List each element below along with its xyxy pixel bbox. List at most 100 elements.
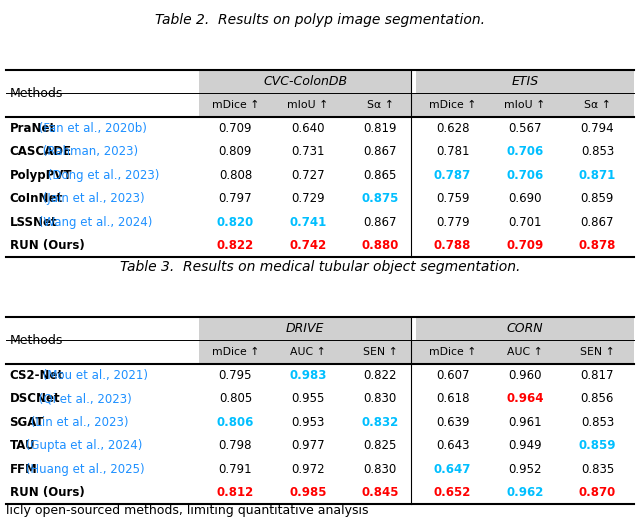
Text: CoInNet: CoInNet [10, 192, 63, 205]
Text: DRIVE: DRIVE [286, 322, 324, 335]
Text: Sα ↑: Sα ↑ [367, 100, 394, 110]
Text: 0.805: 0.805 [219, 392, 252, 405]
Text: 0.690: 0.690 [508, 192, 541, 205]
Text: Methods: Methods [10, 334, 63, 347]
Text: 0.729: 0.729 [291, 192, 324, 205]
Text: 0.952: 0.952 [508, 463, 541, 476]
Text: Table 3.  Results on medical tubular object segmentation.: Table 3. Results on medical tubular obje… [120, 260, 520, 274]
Text: 0.819: 0.819 [364, 122, 397, 135]
Text: 0.859: 0.859 [579, 439, 616, 452]
Text: 0.865: 0.865 [364, 169, 397, 182]
Text: 0.781: 0.781 [436, 145, 469, 158]
Text: Methods: Methods [10, 87, 63, 100]
Text: 0.788: 0.788 [434, 239, 471, 252]
Text: 0.830: 0.830 [364, 392, 397, 405]
Text: SEN ↑: SEN ↑ [363, 347, 397, 357]
Text: 0.878: 0.878 [579, 239, 616, 252]
Text: 0.962: 0.962 [506, 486, 544, 499]
Text: 0.832: 0.832 [362, 416, 399, 429]
Text: (Mou et al., 2021): (Mou et al., 2021) [40, 369, 148, 382]
Text: 0.961: 0.961 [508, 416, 542, 429]
Text: mIoU ↑: mIoU ↑ [504, 100, 546, 110]
Text: 0.812: 0.812 [217, 486, 254, 499]
Text: 0.741: 0.741 [289, 216, 326, 229]
Bar [417, 317, 634, 340]
Text: CVC-ColonDB: CVC-ColonDB [263, 75, 348, 88]
Text: 0.822: 0.822 [217, 239, 254, 252]
Text: SGAT: SGAT [10, 416, 44, 429]
Text: 0.643: 0.643 [436, 439, 469, 452]
Text: 0.727: 0.727 [291, 169, 324, 182]
Text: 0.618: 0.618 [436, 392, 469, 405]
Text: (Qi et al., 2023): (Qi et al., 2023) [35, 392, 132, 405]
Text: 0.652: 0.652 [434, 486, 471, 499]
Text: mDice ↑: mDice ↑ [212, 100, 259, 110]
Text: 0.787: 0.787 [434, 169, 471, 182]
Text: CORN: CORN [507, 322, 543, 335]
Text: Table 2.  Results on polyp image segmentation.: Table 2. Results on polyp image segmenta… [155, 13, 485, 27]
Text: (Jain et al., 2023): (Jain et al., 2023) [40, 192, 145, 205]
Text: RUN (Ours): RUN (Ours) [10, 239, 84, 252]
Text: LSSNet: LSSNet [10, 216, 57, 229]
Text: 0.867: 0.867 [364, 145, 397, 158]
Text: SEN ↑: SEN ↑ [580, 347, 615, 357]
Text: (Huang et al., 2025): (Huang et al., 2025) [22, 463, 145, 476]
Text: 0.871: 0.871 [579, 169, 616, 182]
Text: 0.797: 0.797 [219, 192, 252, 205]
Text: 0.825: 0.825 [364, 439, 397, 452]
Text: (Lin et al., 2023): (Lin et al., 2023) [27, 416, 128, 429]
Text: DSCNet: DSCNet [10, 392, 60, 405]
Text: 0.759: 0.759 [436, 192, 469, 205]
Text: PraNet: PraNet [10, 122, 56, 135]
Text: CASCADE: CASCADE [10, 145, 72, 158]
Text: 0.647: 0.647 [434, 463, 471, 476]
Text: 0.798: 0.798 [219, 439, 252, 452]
Text: mIoU ↑: mIoU ↑ [287, 100, 328, 110]
Text: 0.706: 0.706 [506, 145, 543, 158]
Text: 0.709: 0.709 [506, 239, 543, 252]
Text: mDice ↑: mDice ↑ [429, 347, 476, 357]
Text: 0.983: 0.983 [289, 369, 326, 382]
Text: 0.853: 0.853 [580, 145, 614, 158]
Text: 0.817: 0.817 [580, 369, 614, 382]
Text: RUN (Ours): RUN (Ours) [10, 486, 84, 499]
Text: (Wang et al., 2024): (Wang et al., 2024) [35, 216, 152, 229]
Text: 0.856: 0.856 [580, 392, 614, 405]
Text: 0.859: 0.859 [580, 192, 614, 205]
Text: 0.742: 0.742 [289, 239, 326, 252]
Text: (Fan et al., 2020b): (Fan et al., 2020b) [35, 122, 147, 135]
Text: 0.985: 0.985 [289, 486, 326, 499]
Text: 0.867: 0.867 [364, 216, 397, 229]
Text: 0.835: 0.835 [580, 463, 614, 476]
Text: AUC ↑: AUC ↑ [290, 347, 326, 357]
Text: 0.880: 0.880 [362, 239, 399, 252]
Text: 0.701: 0.701 [508, 216, 541, 229]
Text: (Rahman, 2023): (Rahman, 2023) [40, 145, 138, 158]
Text: 0.830: 0.830 [364, 463, 397, 476]
Text: mDice ↑: mDice ↑ [429, 100, 476, 110]
Text: AUC ↑: AUC ↑ [507, 347, 543, 357]
Text: CS2-Net: CS2-Net [10, 369, 63, 382]
Text: 0.709: 0.709 [219, 122, 252, 135]
Text: 0.806: 0.806 [217, 416, 254, 429]
Text: 0.779: 0.779 [436, 216, 469, 229]
Text: 0.822: 0.822 [364, 369, 397, 382]
Text: 0.875: 0.875 [362, 192, 399, 205]
Text: 0.808: 0.808 [219, 169, 252, 182]
Text: 0.607: 0.607 [436, 369, 469, 382]
Text: 0.949: 0.949 [508, 439, 542, 452]
Text: 0.706: 0.706 [506, 169, 543, 182]
Text: 0.964: 0.964 [506, 392, 544, 405]
Text: 0.960: 0.960 [508, 369, 541, 382]
Text: 0.977: 0.977 [291, 439, 324, 452]
Text: (Gupta et al., 2024): (Gupta et al., 2024) [22, 439, 143, 452]
Text: mDice ↑: mDice ↑ [212, 347, 259, 357]
Text: 0.853: 0.853 [580, 416, 614, 429]
Text: 0.639: 0.639 [436, 416, 469, 429]
Text: ETIS: ETIS [511, 75, 539, 88]
Bar [199, 70, 412, 93]
Text: 0.845: 0.845 [362, 486, 399, 499]
Text: Sα ↑: Sα ↑ [584, 100, 611, 110]
Bar [417, 70, 634, 93]
Text: 0.870: 0.870 [579, 486, 616, 499]
